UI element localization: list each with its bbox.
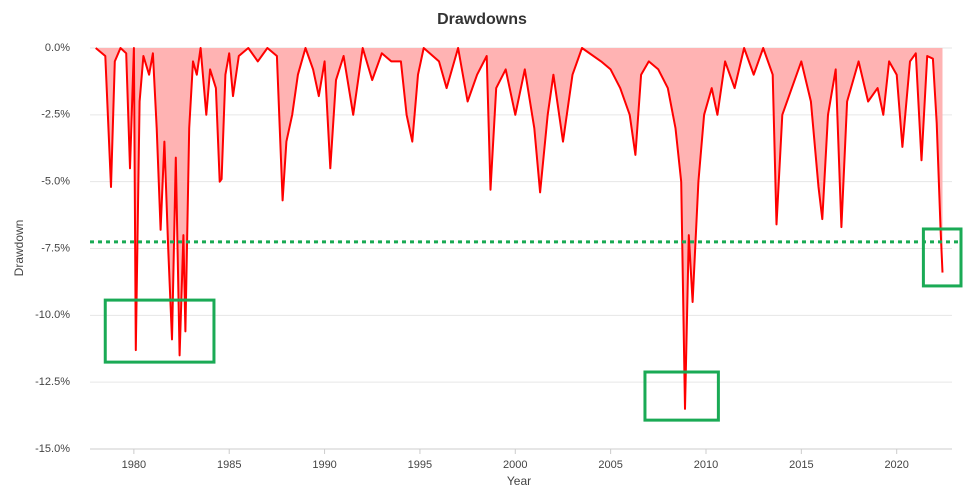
x-tick-label: 2020 — [884, 459, 908, 471]
y-axis-title: Drawdown — [12, 220, 26, 277]
highlight-box — [921, 227, 963, 288]
line — [95, 47, 944, 410]
x-tick-label: 2005 — [598, 459, 622, 471]
area — [95, 48, 943, 409]
x-tick-label: 1995 — [408, 459, 432, 471]
chart-title: Drawdowns — [437, 11, 527, 28]
x-tick-label: 2010 — [694, 459, 718, 471]
x-axis-title: Year — [507, 474, 531, 488]
x-tick-label: 1980 — [122, 459, 146, 471]
y-tick-label: -10.0% — [35, 309, 70, 321]
y-tick-label: -12.5% — [35, 376, 70, 388]
x-tick-label: 2000 — [503, 459, 527, 471]
x-tick-label: 1985 — [217, 459, 241, 471]
y-tick-label: -2.5% — [41, 109, 70, 121]
y-tick-label: 0.0% — [45, 42, 70, 54]
highlight-box — [643, 370, 720, 422]
y-tick-label: -15.0% — [35, 443, 70, 455]
x-tick-label: 2015 — [789, 459, 813, 471]
y-tick-label: -7.5% — [41, 242, 70, 254]
x-tick-label: 1990 — [312, 459, 336, 471]
highlight-box — [103, 298, 216, 364]
y-tick-label: -5.0% — [41, 176, 70, 188]
